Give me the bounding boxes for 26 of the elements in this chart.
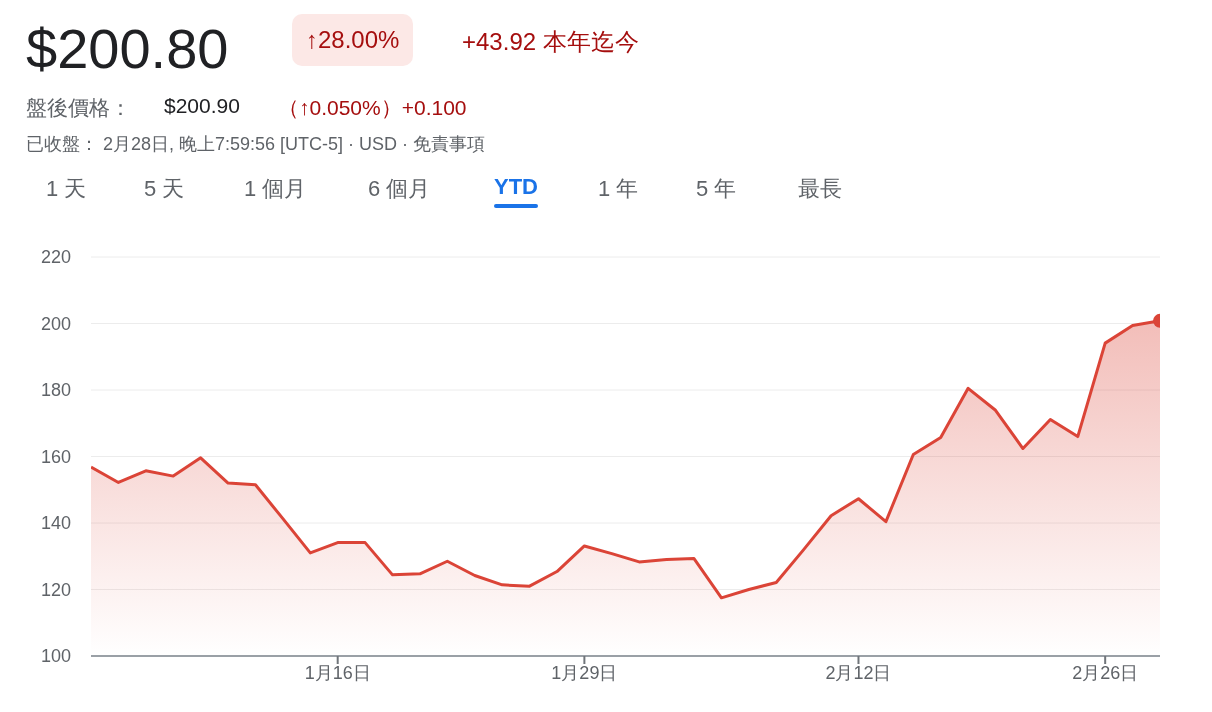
x-tick-label: 1月16日 xyxy=(304,662,371,683)
y-tick-label: 120 xyxy=(40,579,71,600)
y-tick-label: 200 xyxy=(40,313,71,334)
text: ↑28.00% xyxy=(292,14,414,66)
text: 1 個月 xyxy=(244,175,307,203)
chart-title: $200.80 xyxy=(26,16,229,81)
y-tick-label: 160 xyxy=(40,446,71,467)
y-tick-label: 100 xyxy=(40,646,71,667)
y-tick-label: 180 xyxy=(40,380,71,401)
text: 5 天 xyxy=(144,175,185,203)
x-tick-label: 1月29日 xyxy=(551,662,618,683)
text: 6 個月 xyxy=(368,175,431,203)
text: 最長 xyxy=(798,175,842,203)
text: +43.92 本年迄今 xyxy=(462,27,639,57)
text: 1 天 xyxy=(46,175,87,203)
text: （↑0.050%）+0.100 xyxy=(278,95,467,121)
y-tick-label: 140 xyxy=(40,513,71,534)
x-tick-label: 2月12日 xyxy=(825,662,892,683)
text: 5 年 xyxy=(696,175,737,203)
text: 盤後價格： xyxy=(26,95,131,121)
text: 1 年 xyxy=(598,175,639,203)
x-tick-label: 2月26日 xyxy=(1072,662,1139,683)
text: YTD xyxy=(494,174,538,201)
text: 已收盤： 2月28日, 晚上7:59:56 [UTC-5] · USD · 免責事項 xyxy=(26,133,486,156)
text: $200.90 xyxy=(164,94,240,118)
y-tick-label: 220 xyxy=(40,247,71,268)
